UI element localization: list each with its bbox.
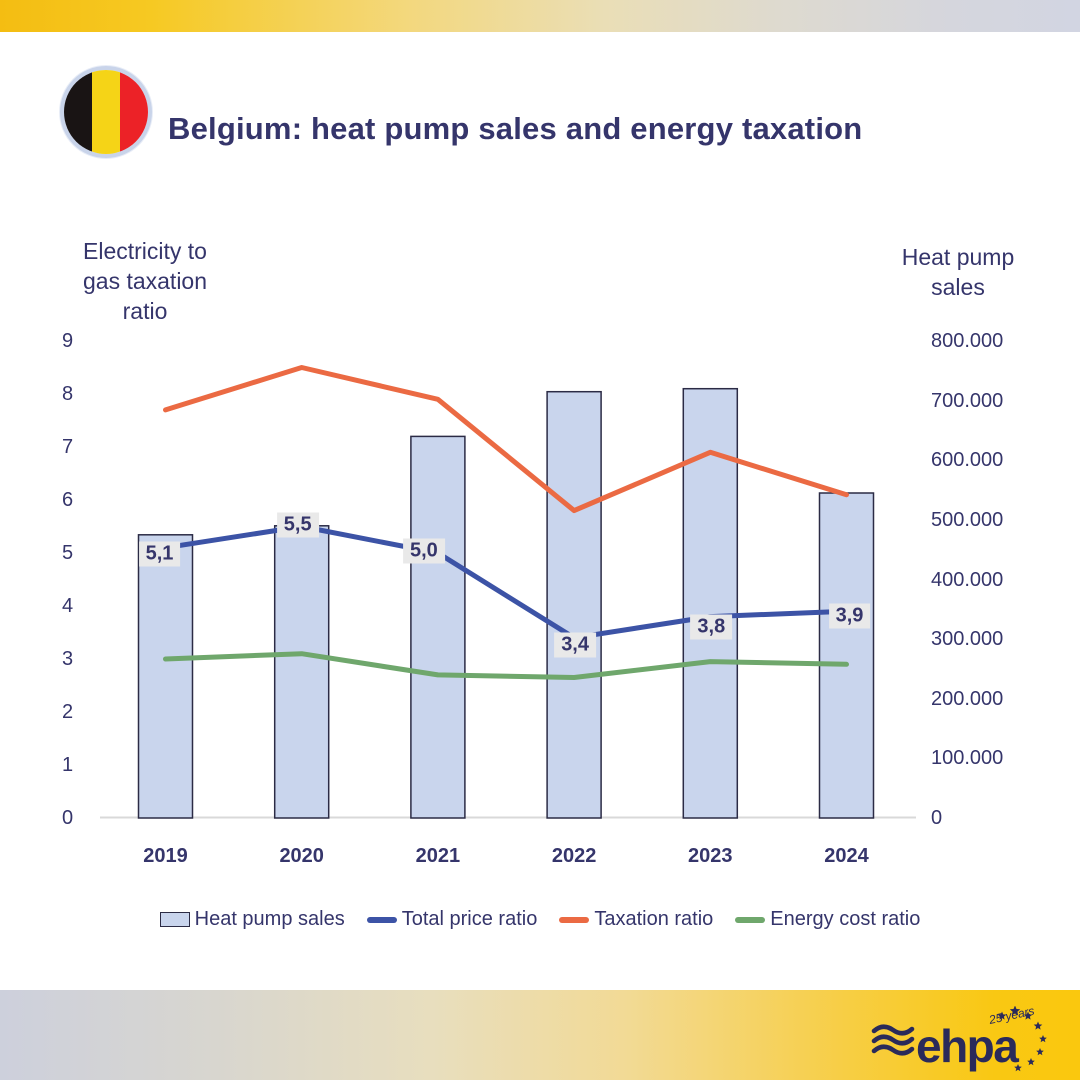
legend-item-energy-cost-ratio: Energy cost ratio xyxy=(735,908,920,931)
bar-2024 xyxy=(818,492,875,819)
data-label-2021: 5,0 xyxy=(402,538,445,564)
right-axis-tick-500.000: 500.000 xyxy=(931,508,1004,531)
legend-label: Energy cost ratio xyxy=(770,908,921,930)
bar-2019 xyxy=(137,534,194,819)
line-swatch-icon xyxy=(559,916,590,923)
right-axis-tick-0: 0 xyxy=(931,807,943,829)
star-icon xyxy=(1009,1006,1021,1016)
right-axis-tick-300.000: 300.000 xyxy=(931,628,1004,651)
x-axis-label-2024: 2024 xyxy=(824,845,869,867)
star-icon xyxy=(1014,1064,1022,1072)
x-axis-label-2023: 2023 xyxy=(688,845,733,867)
left-axis-tick-9: 9 xyxy=(62,330,74,352)
legend-label: Total price ratio xyxy=(401,908,538,930)
bar-2021 xyxy=(410,435,466,819)
top-gradient-bar xyxy=(0,0,1080,32)
chart-legend: Heat pump sales Total price ratio Taxati… xyxy=(0,908,1080,931)
left-axis-title: Electricity to gas taxation ratio xyxy=(55,236,235,326)
line-taxation-ratio xyxy=(163,365,849,514)
right-axis-tick-600.000: 600.000 xyxy=(931,449,1004,472)
left-axis-tick-6: 6 xyxy=(62,489,74,511)
bar-swatch-icon xyxy=(159,912,190,927)
right-axis-tick-800.000: 800.000 xyxy=(931,330,1004,352)
right-axis-tick-700.000: 700.000 xyxy=(931,389,1004,412)
x-axis-label-2019: 2019 xyxy=(143,845,188,867)
left-axis-tick-5: 5 xyxy=(62,542,74,564)
waves-icon xyxy=(871,1024,915,1056)
left-axis-title-line: Electricity to xyxy=(83,238,207,264)
bar-2022 xyxy=(546,390,602,819)
left-axis-tick-4: 4 xyxy=(62,595,74,617)
ehpa-logo: ehpa 25 years xyxy=(871,1006,1047,1072)
left-axis-title-line: ratio xyxy=(122,298,168,324)
right-axis-title-line: Heat pump xyxy=(901,244,1015,270)
left-axis-tick-0: 0 xyxy=(62,807,74,829)
legend-item-heat-pump-sales: Heat pump sales xyxy=(159,908,345,931)
data-label-2022: 3,4 xyxy=(554,632,596,658)
flag-stripe-yellow xyxy=(92,70,120,154)
legend-item-total-price-ratio: Total price ratio xyxy=(366,908,538,931)
line-swatch-icon xyxy=(366,916,397,923)
left-axis-tick-2: 2 xyxy=(62,701,74,723)
left-axis-tick-7: 7 xyxy=(62,436,74,458)
data-label-2023: 3,8 xyxy=(690,614,733,640)
data-label-2020: 5,5 xyxy=(276,512,319,537)
left-axis-tick-1: 1 xyxy=(62,754,74,776)
star-icon xyxy=(997,1011,1007,1020)
left-axis-title-line: gas taxation xyxy=(82,268,208,294)
legend-label: Heat pump sales xyxy=(194,908,345,930)
line-total-price-ratio xyxy=(163,524,849,641)
star-icon xyxy=(1039,1035,1047,1043)
data-label-2024: 3,9 xyxy=(828,603,871,629)
star-icon xyxy=(1033,1021,1043,1030)
right-axis-tick-200.000: 200.000 xyxy=(931,687,1004,710)
x-axis-label-2021: 2021 xyxy=(415,845,461,867)
line-energy-cost-ratio xyxy=(163,651,849,680)
right-axis-title: Heat pump sales xyxy=(878,242,1038,302)
left-axis-tick-3: 3 xyxy=(62,648,74,670)
left-axis-tick-8: 8 xyxy=(62,383,74,405)
right-axis-tick-100.000: 100.000 xyxy=(931,747,1004,770)
x-axis-label-2022: 2022 xyxy=(551,845,597,867)
legend-label: Taxation ratio xyxy=(594,908,714,930)
stars-arc-icon xyxy=(997,1006,1047,1072)
star-icon xyxy=(1036,1048,1044,1056)
bar-2020 xyxy=(273,525,330,819)
star-icon xyxy=(1027,1058,1035,1066)
right-axis-title-line: sales xyxy=(931,274,985,300)
page-title: Belgium: heat pump sales and energy taxa… xyxy=(168,110,863,146)
data-label-2019: 5,1 xyxy=(138,541,181,567)
logo-brand-text: ehpa xyxy=(916,1020,1019,1072)
right-axis-tick-400.000: 400.000 xyxy=(931,568,1004,591)
legend-item-taxation-ratio: Taxation ratio xyxy=(559,908,713,931)
line-swatch-icon xyxy=(735,916,766,923)
x-axis-label-2020: 2020 xyxy=(279,845,324,867)
star-icon xyxy=(1023,1011,1033,1020)
